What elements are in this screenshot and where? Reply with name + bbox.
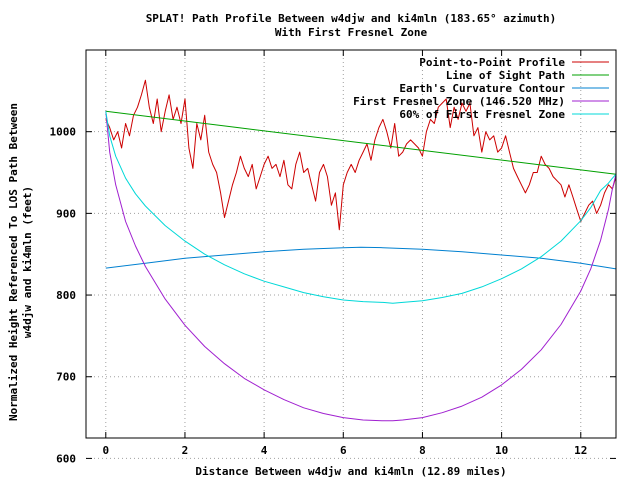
y-tick-label: 600 — [56, 452, 76, 465]
x-tick-label: 6 — [340, 444, 347, 457]
terrain-profile-line — [105, 79, 617, 231]
x-tick-label: 0 — [102, 444, 109, 457]
x-axis-label: Distance Between w4djw and ki4mln (12.89… — [195, 465, 506, 478]
y-axis-label-line1: Normalized Height Referenced To LOS Path… — [7, 103, 20, 421]
x-tick-label: 4 — [261, 444, 268, 457]
y-tick-label: 900 — [56, 207, 76, 220]
legend-label: 60% of First Fresnel Zone — [399, 108, 565, 121]
x-tick-label: 8 — [419, 444, 426, 457]
legend-entry-fresnel-60: 60% of First Fresnel Zone — [399, 108, 609, 121]
legend-entry-fresnel: First Fresnel Zone (146.520 MHz) — [353, 95, 609, 108]
chart-title-line1: SPLAT! Path Profile Between w4djw and ki… — [146, 12, 557, 25]
x-tick-label: 10 — [495, 444, 508, 457]
y-tick-label: 800 — [56, 289, 76, 302]
fresnel-60-line — [105, 111, 617, 304]
legend-label: Point-to-Point Profile — [419, 56, 565, 69]
x-tick-label: 2 — [182, 444, 189, 457]
earth-curvature-line — [105, 246, 617, 270]
legend-label: Earth's Curvature Contour — [399, 82, 565, 95]
chart-title-line2: With First Fresnel Zone — [275, 26, 428, 39]
y-tick-label: 700 — [56, 371, 76, 384]
grid-layer — [86, 50, 616, 459]
fresnel-zone-line — [105, 111, 617, 422]
legend-entry-los: Line of Sight Path — [446, 69, 609, 82]
line-of-sight-line — [105, 110, 617, 175]
plot-frame — [85, 49, 617, 439]
y-tick-label: 1000 — [50, 126, 77, 139]
y-axis-label-line2: w4djw and ki4mln (feet) — [21, 186, 34, 338]
legend-entry-curvature: Earth's Curvature Contour — [399, 82, 609, 95]
x-tick-label: 12 — [574, 444, 587, 457]
legend-label: Line of Sight Path — [446, 69, 565, 82]
legend-entry-profile: Point-to-Point Profile — [419, 56, 609, 69]
series-layer — [105, 79, 617, 422]
tick-layer: 0 2 4 6 8 10 12 600 700 800 900 1000 — [50, 50, 616, 465]
legend-label: First Fresnel Zone (146.520 MHz) — [353, 95, 565, 108]
